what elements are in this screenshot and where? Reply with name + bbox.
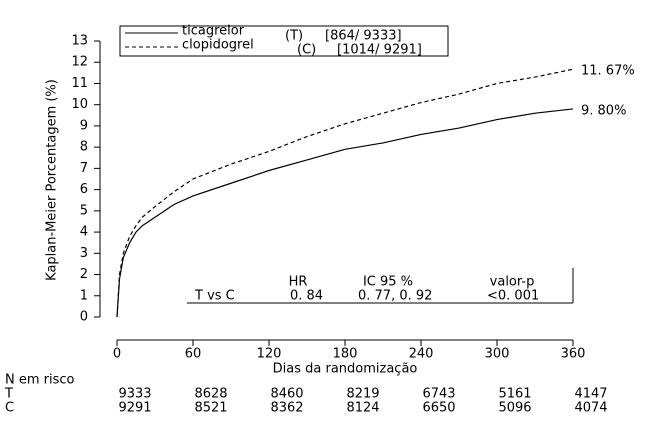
y-tick-label: 7 [80, 161, 88, 176]
y-tick-label: 12 [71, 55, 88, 70]
risk-value: 8628 [194, 387, 227, 402]
y-tick-label: 3 [80, 246, 88, 261]
x-tick-label: 0 [113, 347, 121, 362]
risk-value: 8124 [346, 401, 379, 416]
risk-label: C [5, 401, 14, 416]
stats-cell: 0. 84 [290, 289, 323, 304]
risk-value: 9333 [118, 387, 151, 402]
risk-value: 9291 [118, 401, 151, 416]
stats-header: HR [289, 275, 308, 290]
risk-value: 6743 [422, 387, 455, 402]
risk-value: 6650 [422, 401, 455, 416]
risk-value: 4074 [574, 401, 607, 416]
risk-value: 5096 [498, 401, 531, 416]
legend-abbrev: (T) [285, 29, 303, 44]
x-tick-label: 120 [257, 347, 282, 362]
legend-box [119, 25, 449, 57]
stats-cell: <0. 001 [487, 289, 539, 304]
series-line [116, 68, 574, 318]
legend-events: [1014/ 9291] [337, 43, 422, 58]
legend-events: [864/ 9333] [325, 29, 402, 44]
risk-value: 8362 [270, 401, 303, 416]
x-axis-label: Dias da randomização [273, 362, 418, 377]
y-tick-label: 5 [80, 203, 88, 218]
stats-header: IC 95 % [363, 275, 413, 290]
x-tick-label: 300 [485, 347, 510, 362]
legend-name: clopidogrel [182, 38, 254, 53]
risk-value: 4147 [574, 387, 607, 402]
end-label: 9. 80% [581, 103, 626, 118]
y-tick-label: 6 [80, 182, 88, 197]
x-tick-label: 60 [185, 347, 202, 362]
stats-header: valor-p [490, 275, 535, 290]
risk-title: N em risco [5, 373, 75, 388]
y-tick-label: 4 [80, 225, 88, 240]
end-label: 11. 67% [581, 64, 635, 79]
y-tick-label: 11 [71, 76, 88, 91]
x-tick-label: 360 [561, 347, 586, 362]
y-tick-label: 1 [80, 288, 88, 303]
legend-abbrev: (C) [297, 43, 316, 58]
risk-value: 8219 [346, 387, 379, 402]
risk-value: 8521 [194, 401, 227, 416]
y-tick-label: 8 [80, 140, 88, 155]
risk-label: T [4, 387, 13, 402]
y-tick-label: 13 [71, 34, 88, 49]
series-line [116, 108, 574, 318]
stats-cell: T vs C [194, 289, 235, 304]
y-tick-label: 9 [80, 118, 88, 133]
x-tick-label: 180 [333, 347, 358, 362]
risk-value: 5161 [498, 387, 531, 402]
stats-cell: 0. 77, 0. 92 [358, 289, 432, 304]
x-tick-label: 240 [409, 347, 434, 362]
legend-name: ticagrelor [182, 24, 245, 39]
y-axis-label: Kaplan-Meier Porcentagem (%) [45, 79, 60, 281]
y-tick-label: 0 [80, 310, 88, 325]
risk-value: 8460 [270, 387, 303, 402]
y-tick-label: 2 [80, 267, 88, 282]
y-tick-label: 10 [71, 97, 88, 112]
